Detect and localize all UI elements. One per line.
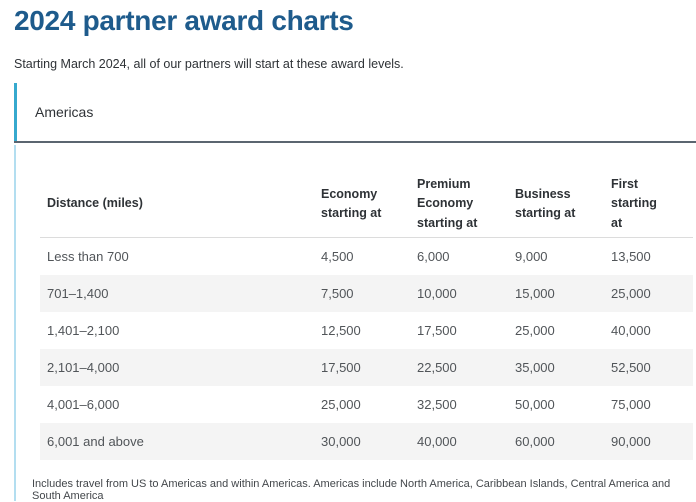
cell-premium-economy: 10,000 xyxy=(417,286,457,301)
cell-first: 52,500 xyxy=(611,360,651,375)
tab-americas-label: Americas xyxy=(35,104,94,120)
cell-first: 13,500 xyxy=(611,249,651,264)
column-header-premium-economy: Premium Economy starting at xyxy=(417,176,478,230)
tab-americas[interactable]: Americas xyxy=(14,83,133,141)
cell-premium-economy: 32,500 xyxy=(417,397,457,412)
column-header-first: First starting at xyxy=(611,176,657,230)
table-footnote: Includes travel from US to Americas and … xyxy=(32,478,671,502)
region-tab-bar: Americas xyxy=(14,83,696,143)
cell-distance: 701–1,400 xyxy=(47,286,109,301)
cell-business: 25,000 xyxy=(515,323,555,338)
cell-distance: 4,001–6,000 xyxy=(47,397,120,412)
cell-economy: 17,500 xyxy=(321,360,361,375)
cell-distance: Less than 700 xyxy=(47,249,129,264)
cell-business: 35,000 xyxy=(515,360,555,375)
table-row: 4,001–6,000 25,000 32,500 50,000 75,000 xyxy=(40,386,693,423)
cell-distance: 2,101–4,000 xyxy=(47,360,120,375)
cell-premium-economy: 6,000 xyxy=(417,249,450,264)
table-row: 2,101–4,000 17,500 22,500 35,000 52,500 xyxy=(40,349,693,386)
cell-first: 40,000 xyxy=(611,323,651,338)
table-row: 6,001 and above 30,000 40,000 60,000 90,… xyxy=(40,423,693,460)
page-subtitle: Starting March 2024, all of our partners… xyxy=(14,57,404,71)
cell-business: 15,000 xyxy=(515,286,555,301)
page-title: 2024 partner award charts xyxy=(14,5,354,36)
column-header-business: Business starting at xyxy=(515,186,576,220)
cell-economy: 25,000 xyxy=(321,397,361,412)
cell-economy: 4,500 xyxy=(321,249,354,264)
table-row: Less than 700 4,500 6,000 9,000 13,500 xyxy=(40,238,693,275)
column-header-economy: Economy starting at xyxy=(321,186,382,220)
cell-premium-economy: 40,000 xyxy=(417,434,457,449)
table-row: 701–1,400 7,500 10,000 15,000 25,000 xyxy=(40,275,693,312)
cell-premium-economy: 17,500 xyxy=(417,323,457,338)
award-table: Distance (miles) Economy starting at Pre… xyxy=(40,171,693,460)
cell-first: 25,000 xyxy=(611,286,651,301)
table-header-row: Distance (miles) Economy starting at Pre… xyxy=(40,171,693,238)
cell-economy: 30,000 xyxy=(321,434,361,449)
cell-distance: 1,401–2,100 xyxy=(47,323,120,338)
cell-business: 9,000 xyxy=(515,249,548,264)
cell-business: 50,000 xyxy=(515,397,555,412)
table-row: 1,401–2,100 12,500 17,500 25,000 40,000 xyxy=(40,312,693,349)
cell-premium-economy: 22,500 xyxy=(417,360,457,375)
cell-business: 60,000 xyxy=(515,434,555,449)
americas-award-panel: Distance (miles) Economy starting at Pre… xyxy=(14,145,696,502)
column-header-distance: Distance (miles) xyxy=(47,196,143,211)
cell-distance: 6,001 and above xyxy=(47,434,144,449)
cell-first: 75,000 xyxy=(611,397,651,412)
cell-economy: 7,500 xyxy=(321,286,354,301)
cell-economy: 12,500 xyxy=(321,323,361,338)
cell-first: 90,000 xyxy=(611,434,651,449)
